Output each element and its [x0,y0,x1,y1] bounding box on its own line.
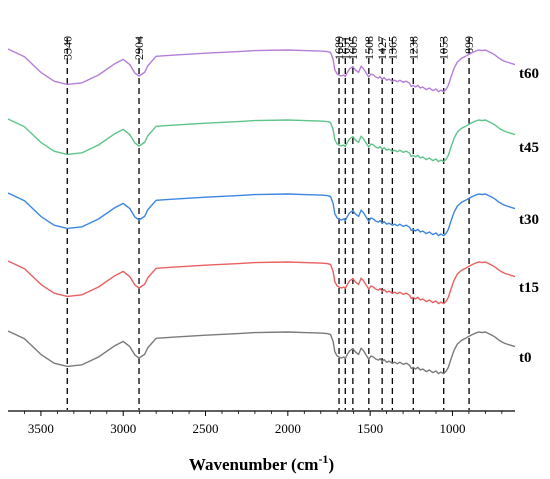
peak-marker-label: 1427 [375,36,389,60]
series-line-t60 [7,48,516,93]
series-label-t60: t60 [519,66,539,82]
peak-marker-label: 1689 [332,36,346,60]
series-line-t30 [7,192,516,237]
x-axis-title-main: Wavenumber (cm [189,455,319,474]
series-label-t30: t30 [519,212,539,228]
x-tick-label: 1500 [357,421,383,436]
x-tick-label: 2500 [193,421,219,436]
peak-marker-label: 1651 [338,36,352,60]
peak-marker-label: 1053 [437,36,451,60]
x-tick-label: 3000 [110,421,136,436]
series-label-t15: t15 [519,280,539,296]
peak-marker-label: 1508 [362,36,376,60]
series-line-t15 [7,260,516,305]
series-line-t45 [7,118,516,163]
peak-marker-label: 3340 [60,36,74,60]
series-lines [7,48,516,375]
peak-marker-label: 1238 [406,36,420,60]
x-tick-label: 2000 [275,421,301,436]
series-label-t0: t0 [519,350,532,366]
peak-marker-lines [66,38,470,410]
peak-marker-label: 2904 [132,36,146,60]
x-axis-title: Wavenumber (cm-1) [189,452,334,474]
x-axis-ticks: 3500 3000 2500 2000 1500 1000 [24,411,503,436]
series-line-t0 [7,330,516,375]
x-tick-label: 1000 [439,421,465,436]
x-axis-title-superscript: -1 [318,452,328,466]
x-tick-label: 3500 [28,421,54,436]
peak-marker-label: 1365 [385,36,399,60]
x-axis-title-end: ) [328,455,334,474]
peak-marker-label: 1605 [346,36,360,60]
series-labels: t60 t45 t30 t15 t0 [519,66,539,366]
peak-marker-label: 899 [462,36,476,54]
series-label-t45: t45 [519,140,539,156]
